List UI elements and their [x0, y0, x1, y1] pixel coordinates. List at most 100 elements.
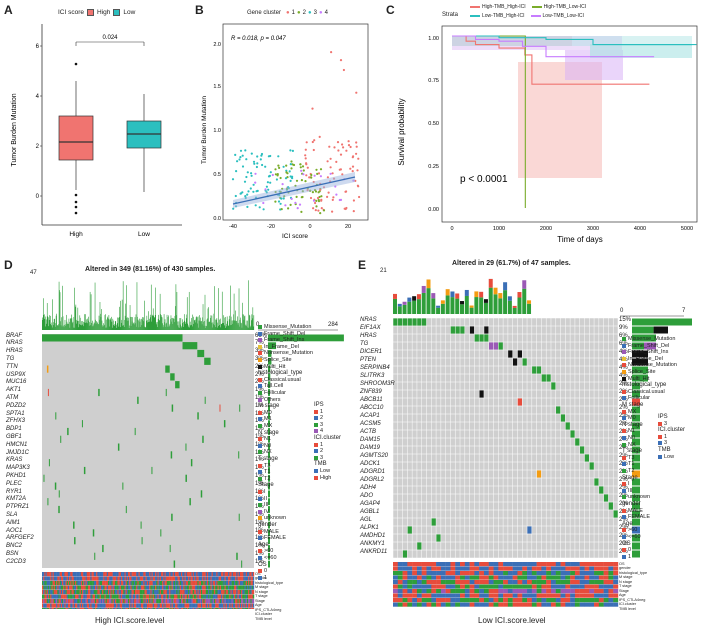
annotation-cell [579, 593, 585, 598]
annotation-cell [209, 576, 211, 581]
annotation-cell [421, 580, 427, 585]
annotation-cell [152, 594, 155, 599]
annotation-cell [166, 603, 169, 608]
annotation-cell [223, 581, 225, 586]
annotation-cell [183, 603, 185, 608]
gene-label: JMJD1C [6, 449, 30, 456]
annotation-cell [115, 603, 117, 608]
annotation-cell [70, 599, 72, 604]
annotation-cell [89, 603, 91, 608]
annotation-cell [78, 608, 80, 609]
legend-heading: gender [622, 501, 641, 507]
panel-a-legend-title: ICI score [58, 9, 85, 16]
annotation-cell [469, 598, 475, 603]
annotation-cell [118, 581, 120, 586]
annotation-cell [112, 608, 115, 609]
legend-swatch [622, 488, 626, 493]
annotation-cell [112, 576, 115, 581]
top-bar [134, 324, 135, 330]
annotation-cell [123, 608, 125, 609]
annotation-cell [124, 585, 126, 590]
annotation-cell [594, 566, 600, 571]
gene-label: PKHD1 [6, 472, 27, 479]
top-bar [522, 280, 527, 289]
annotation-cell [237, 585, 239, 590]
gene-frequency-bar [268, 451, 270, 459]
annotation-cell [77, 572, 79, 577]
top-bar [149, 321, 151, 330]
gene-frequency-bar [632, 342, 644, 350]
annotation-cell [52, 594, 54, 599]
annotation-cell [115, 590, 117, 595]
annotation-cell [407, 584, 413, 589]
top-bar [156, 322, 157, 330]
top-bar [59, 292, 61, 330]
top-bar [493, 287, 498, 295]
annotation-cell [45, 590, 47, 595]
legend-item: <=60 [622, 534, 641, 540]
top-bar [68, 318, 70, 330]
legend-swatch [622, 508, 626, 513]
annotation-cell [58, 572, 60, 577]
annotation-cell [192, 572, 195, 577]
mutation-cell [204, 357, 211, 365]
legend-label: III [628, 487, 633, 494]
annotation-cell [460, 589, 466, 594]
annotation-cell [222, 599, 224, 604]
mutation-cell [517, 398, 523, 406]
top-bar [440, 300, 445, 304]
panel-e-title: Altered in 29 (61.7%) of 47 samples. [452, 260, 571, 267]
top-bar [436, 305, 441, 308]
annotation-cell [613, 598, 619, 603]
annotation-cell [149, 608, 151, 609]
annotation-cell [555, 584, 561, 589]
scatter-point [254, 172, 257, 175]
mutation-cell [170, 451, 173, 459]
annotation-cell [210, 608, 212, 609]
legend-label: 0 [628, 547, 632, 554]
annotation-cell [450, 589, 456, 594]
mutation-cell [173, 560, 176, 568]
annotation-cell [176, 599, 178, 604]
gene-label: ADGRL2 [360, 476, 385, 483]
scatter-point [239, 149, 243, 152]
annotation-cell [112, 590, 115, 595]
annotation-cell [488, 580, 494, 585]
annotation-cell [58, 599, 60, 604]
annotation-cell [531, 575, 537, 580]
annotation-cell [54, 576, 57, 581]
annotation-cell [242, 572, 244, 577]
annotation-cell [91, 576, 93, 581]
annotation-cell [169, 572, 171, 577]
annotation-cell [203, 590, 205, 595]
top-bar [141, 325, 143, 330]
scatter-point [299, 166, 302, 169]
annotation-cell [104, 599, 106, 604]
annotation-cell [407, 602, 413, 607]
mutation-cell [170, 373, 175, 381]
legend-item: M1 [258, 416, 272, 422]
gene-frequency-bar [268, 443, 270, 451]
annotation-cell [203, 603, 205, 608]
annotation-cell [219, 594, 222, 599]
annotation-cell [57, 608, 59, 609]
annotation-cell [105, 585, 107, 590]
annotation-cell [172, 594, 175, 599]
annotation-cell [166, 572, 169, 577]
annotation-cell [445, 562, 451, 567]
annotation-cell [550, 593, 556, 598]
annotation-cell [165, 594, 168, 599]
scatter-point [335, 193, 338, 196]
annotation-cell [132, 572, 135, 577]
annotation-cell [436, 566, 442, 571]
scatter-point [252, 183, 255, 186]
strata-1-label: High-TMB_High-ICI [482, 4, 526, 10]
annotation-cell [106, 576, 109, 581]
top-bar [199, 315, 200, 330]
annotation-cell [168, 581, 170, 586]
top-bar [206, 319, 208, 330]
top-bar [52, 325, 54, 330]
annotation-cell [522, 602, 528, 607]
top-bar [158, 314, 159, 330]
annotation-cell [89, 599, 91, 604]
